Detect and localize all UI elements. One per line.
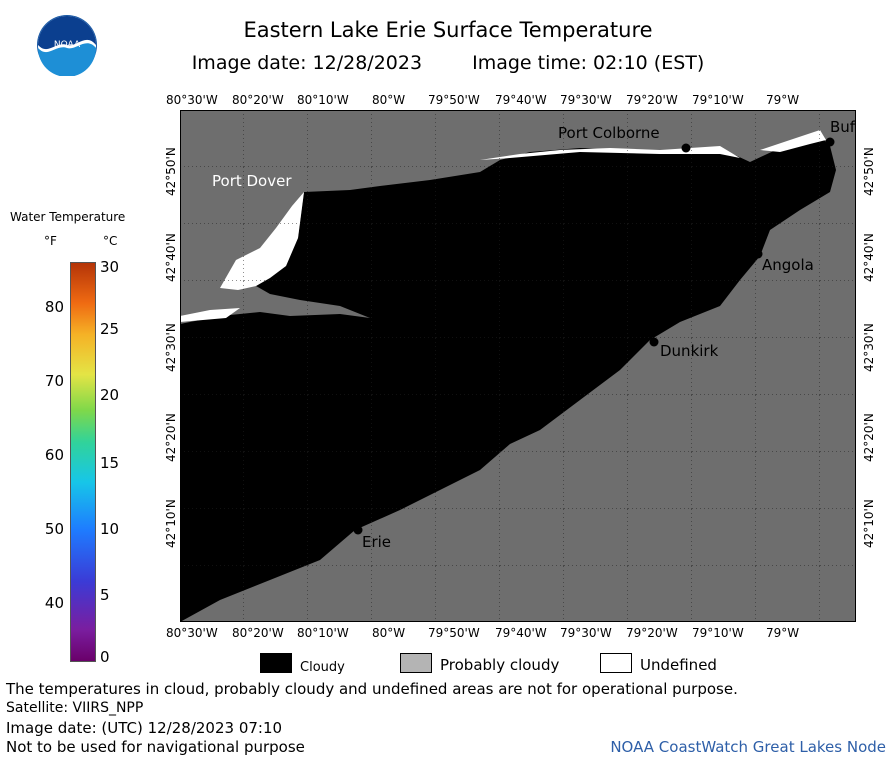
city-marker [753,249,763,259]
place-label: Dunkirk [660,342,719,360]
map-grid [180,110,856,622]
city-marker [353,525,363,535]
lat-label: 42°10'N [164,499,178,548]
legend-title: Water Temperature [10,210,126,224]
probably-cloudy-label: Probably cloudy [440,656,560,674]
lon-label: 79°W [766,626,800,640]
lon-label: 80°30'W [166,626,218,640]
f-tick: 50 [44,520,64,538]
lat-label: 42°20'N [862,413,876,462]
lat-label: 42°40'N [862,233,876,282]
lon-label: 80°20'W [232,626,284,640]
lat-label: 42°20'N [164,413,178,462]
lon-label: 79°50'W [428,93,480,107]
page-title: Eastern Lake Erie Surface Temperature [243,18,653,42]
map-border [180,110,856,622]
satellite-info: Satellite: VIIRS_NPP [6,700,144,716]
c-tick: 5 [100,586,110,604]
city-marker [825,137,835,147]
lon-label: 79°50'W [428,626,480,640]
lon-label: 80°W [372,93,406,107]
place-label: Port Colborne [558,124,660,142]
cloudy-swatch [260,653,292,673]
temperature-colorbar [70,262,96,662]
image-date: Image date: 12/28/2023 [191,52,423,74]
unit-celsius: °C [103,234,118,248]
place-label: Angola [762,256,814,274]
lon-label: 79°30'W [560,626,612,640]
image-time: Image time: 02:10 (EST) [472,52,705,74]
c-tick: 15 [100,454,120,472]
f-tick: 80 [44,298,64,316]
c-tick: 25 [100,320,120,338]
lat-label: 42°40'N [164,233,178,282]
lon-label: 79°20'W [626,626,678,640]
cloudy-label: Cloudy [300,660,345,675]
lon-label: 80°30'W [166,93,218,107]
place-label: Buf [830,118,856,136]
lon-label: 80°10'W [297,626,349,640]
lake-erie-map: Port Colborne Port Dover Angola Dunkirk … [180,110,856,622]
lon-label: 79°W [766,93,800,107]
f-tick: 70 [44,372,64,390]
lon-label: 79°10'W [692,93,744,107]
lon-label: 79°20'W [626,93,678,107]
c-tick: 0 [100,648,110,666]
nav-warning: Not to be used for navigational purpose [6,738,305,756]
city-marker [649,337,659,347]
lat-label: 42°50'N [164,147,178,196]
lon-label: 79°40'W [495,93,547,107]
lon-label: 79°30'W [560,93,612,107]
lat-label: 42°50'N [862,147,876,196]
f-tick: 40 [44,594,64,612]
noaa-logo-icon: NOAA [37,15,97,76]
city-marker [681,143,691,153]
probably-cloudy-swatch [400,653,432,673]
lat-label: 42°30'N [164,323,178,372]
c-tick: 10 [100,520,120,538]
lat-label: 42°10'N [862,499,876,548]
credit: NOAA CoastWatch Great Lakes Node [610,738,886,756]
lon-label: 80°W [372,626,406,640]
lon-label: 79°10'W [692,626,744,640]
lat-label: 42°30'N [862,323,876,372]
noaa-logo-text: NOAA [54,40,81,50]
undefined-swatch [600,653,632,673]
lon-label: 80°10'W [297,93,349,107]
lon-label: 79°40'W [495,626,547,640]
unit-fahrenheit: °F [44,234,57,248]
undefined-label: Undefined [640,656,717,674]
place-label: Erie [362,533,391,551]
c-tick: 20 [100,386,120,404]
f-tick: 60 [44,446,64,464]
lon-label: 80°20'W [232,93,284,107]
operational-note: The temperatures in cloud, probably clou… [6,680,738,698]
image-datetime: Image date: 12/28/2023 Image time: 02:10… [0,52,896,74]
utc-date: Image date: (UTC) 12/28/2023 07:10 [6,719,283,737]
c-tick: 30 [100,258,120,276]
place-label: Port Dover [212,172,292,190]
